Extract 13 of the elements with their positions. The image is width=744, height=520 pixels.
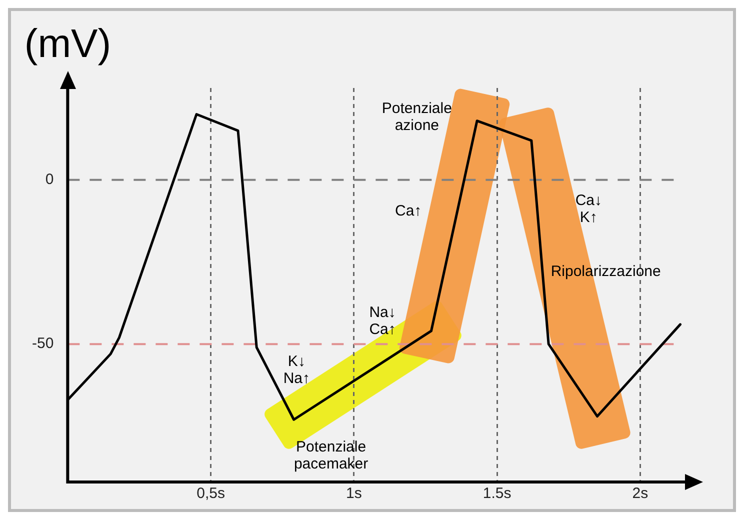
annotation: Ca↑ (394, 202, 422, 220)
annotation: Ca↓ K↑ (575, 192, 602, 226)
annotation: Potenziale pacemaker (294, 438, 368, 472)
y-axis-title: (mV) (24, 22, 111, 66)
x-tick-label: 2s (632, 485, 648, 502)
annotation: Potenziale azione (382, 100, 452, 134)
y-tick-label: -50 (32, 335, 54, 352)
annotation: K↓ Na↑ (283, 353, 310, 388)
x-tick-label: 1s (346, 485, 362, 502)
x-tick-label: 0,5s (196, 485, 225, 502)
y-tick-label: 0 (45, 171, 54, 188)
annotation: Na↓ Ca↑ (369, 304, 396, 338)
x-tick-label: 1.5s (482, 485, 512, 502)
